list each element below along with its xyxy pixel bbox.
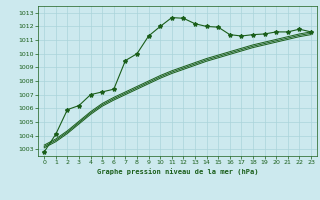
X-axis label: Graphe pression niveau de la mer (hPa): Graphe pression niveau de la mer (hPa): [97, 168, 258, 175]
